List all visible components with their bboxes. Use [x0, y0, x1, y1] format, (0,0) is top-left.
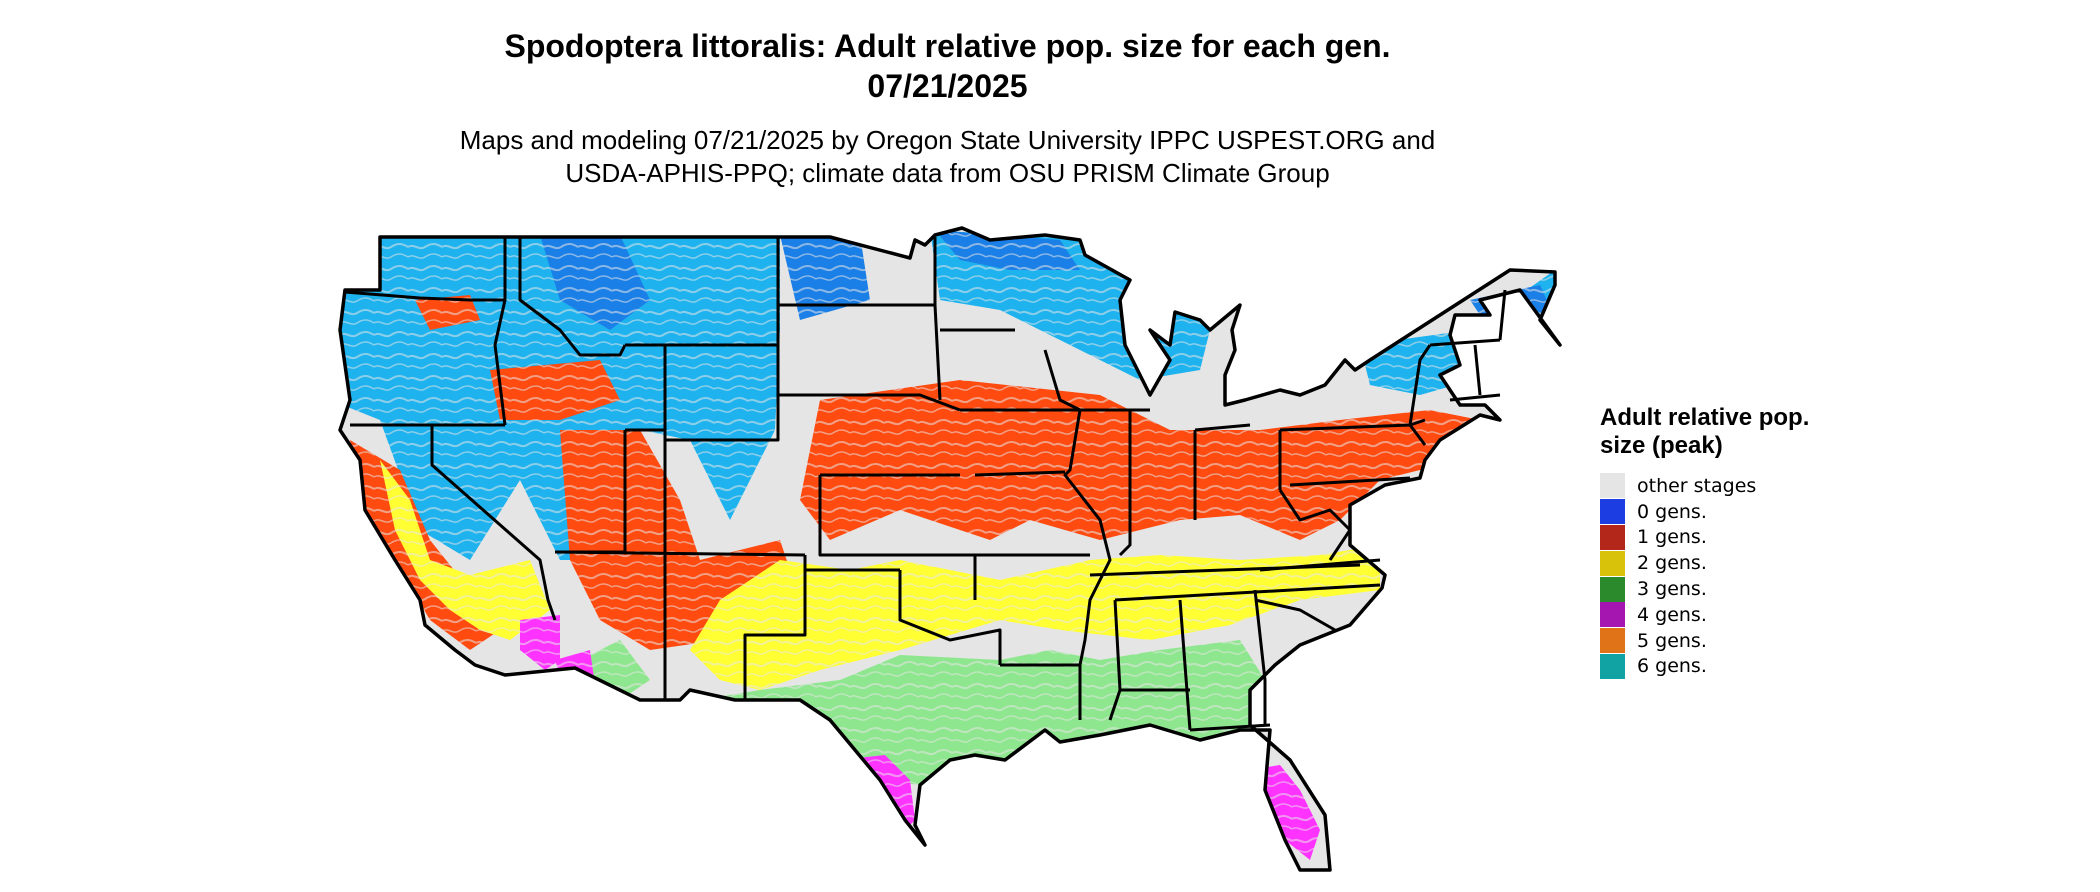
legend-item-1-gens: 1 gens.: [1600, 524, 1820, 551]
legend-label: other stages: [1637, 474, 1757, 497]
map-title: Spodoptera littoralis: Adult relative po…: [504, 28, 1391, 64]
state-borders: [344, 237, 1507, 732]
border-nm-tx-ok: [743, 568, 900, 700]
legend-items: other stages 0 gens. 1 gens. 2 gens. 3 g…: [1600, 473, 1820, 679]
legend-item-0-gens: 0 gens.: [1600, 499, 1820, 525]
legend-swatch: [1600, 473, 1625, 499]
legend-label: 6 gens.: [1637, 655, 1707, 678]
legend-label: 0 gens.: [1637, 500, 1707, 523]
legend-label: 3 gens.: [1637, 578, 1707, 601]
legend-swatch: [1600, 524, 1625, 550]
border-wv-va: [1278, 489, 1352, 561]
border-ny-nj: [1409, 418, 1426, 427]
map-subtitle-line2: USDA-APHIS-PPQ; climate data from OSU PR…: [565, 158, 1330, 188]
map-date: 07/21/2025: [867, 68, 1028, 104]
border-il-in: [1118, 410, 1132, 557]
legend-title: Adult relative pop. size (peak): [1600, 404, 1810, 459]
border-ca-nv: [430, 425, 557, 621]
border-mississippi-river: [1043, 349, 1112, 666]
map-legend: Adult relative pop. size (peak) other st…: [1600, 404, 1820, 679]
border-ia-mo: [974, 470, 1066, 477]
legend-swatch: [1600, 628, 1625, 654]
border-wa-or: [344, 290, 505, 302]
legend-item-2-gens: 2 gens.: [1600, 550, 1820, 576]
legend-swatch: [1600, 499, 1625, 525]
border-va-nc: [1259, 558, 1381, 572]
legend-swatch: [1600, 602, 1625, 628]
legend-item-4-gens: 4 gens.: [1600, 602, 1820, 628]
border-sc-nc: [1254, 598, 1336, 632]
legend-label: 2 gens.: [1637, 552, 1707, 575]
border-nd-sd-mn: [933, 237, 1015, 401]
terrain-texture: [340, 228, 1560, 870]
border-ne-ks: [778, 393, 961, 477]
legend-swatch: [1600, 653, 1625, 679]
border-ks-ok: [818, 475, 977, 600]
border-new-england: [1408, 289, 1507, 426]
legend-item-3-gens: 3 gens.: [1600, 576, 1820, 602]
legend-swatch: [1600, 576, 1625, 602]
border-ok-tx: [898, 570, 1002, 665]
legend-item-5-gens: 5 gens.: [1600, 628, 1820, 654]
border-ga-fl: [1189, 723, 1271, 732]
us-outline: [338, 226, 1562, 872]
border-co-nm: [663, 555, 807, 700]
border-id-west: [493, 237, 507, 426]
border-mt-id: [518, 237, 627, 357]
generation-zones: [340, 228, 1560, 870]
border-mi-oh: [1194, 423, 1251, 432]
legend-item-6-gens: 6 gens.: [1600, 653, 1820, 680]
border-mt-nd-sd: [776, 237, 935, 345]
legend-item-other-stages: other stages: [1600, 473, 1820, 499]
legend-label: 1 gens.: [1637, 526, 1707, 549]
legend-swatch: [1600, 550, 1625, 576]
border-wy: [625, 343, 780, 442]
map-subtitle-line1: Maps and modeling 07/21/2025 by Oregon S…: [459, 125, 1436, 155]
legend-label: 4 gens.: [1637, 603, 1707, 626]
border-ut-co-az-nm: [554, 345, 806, 557]
legend-label: 5 gens.: [1637, 629, 1707, 652]
